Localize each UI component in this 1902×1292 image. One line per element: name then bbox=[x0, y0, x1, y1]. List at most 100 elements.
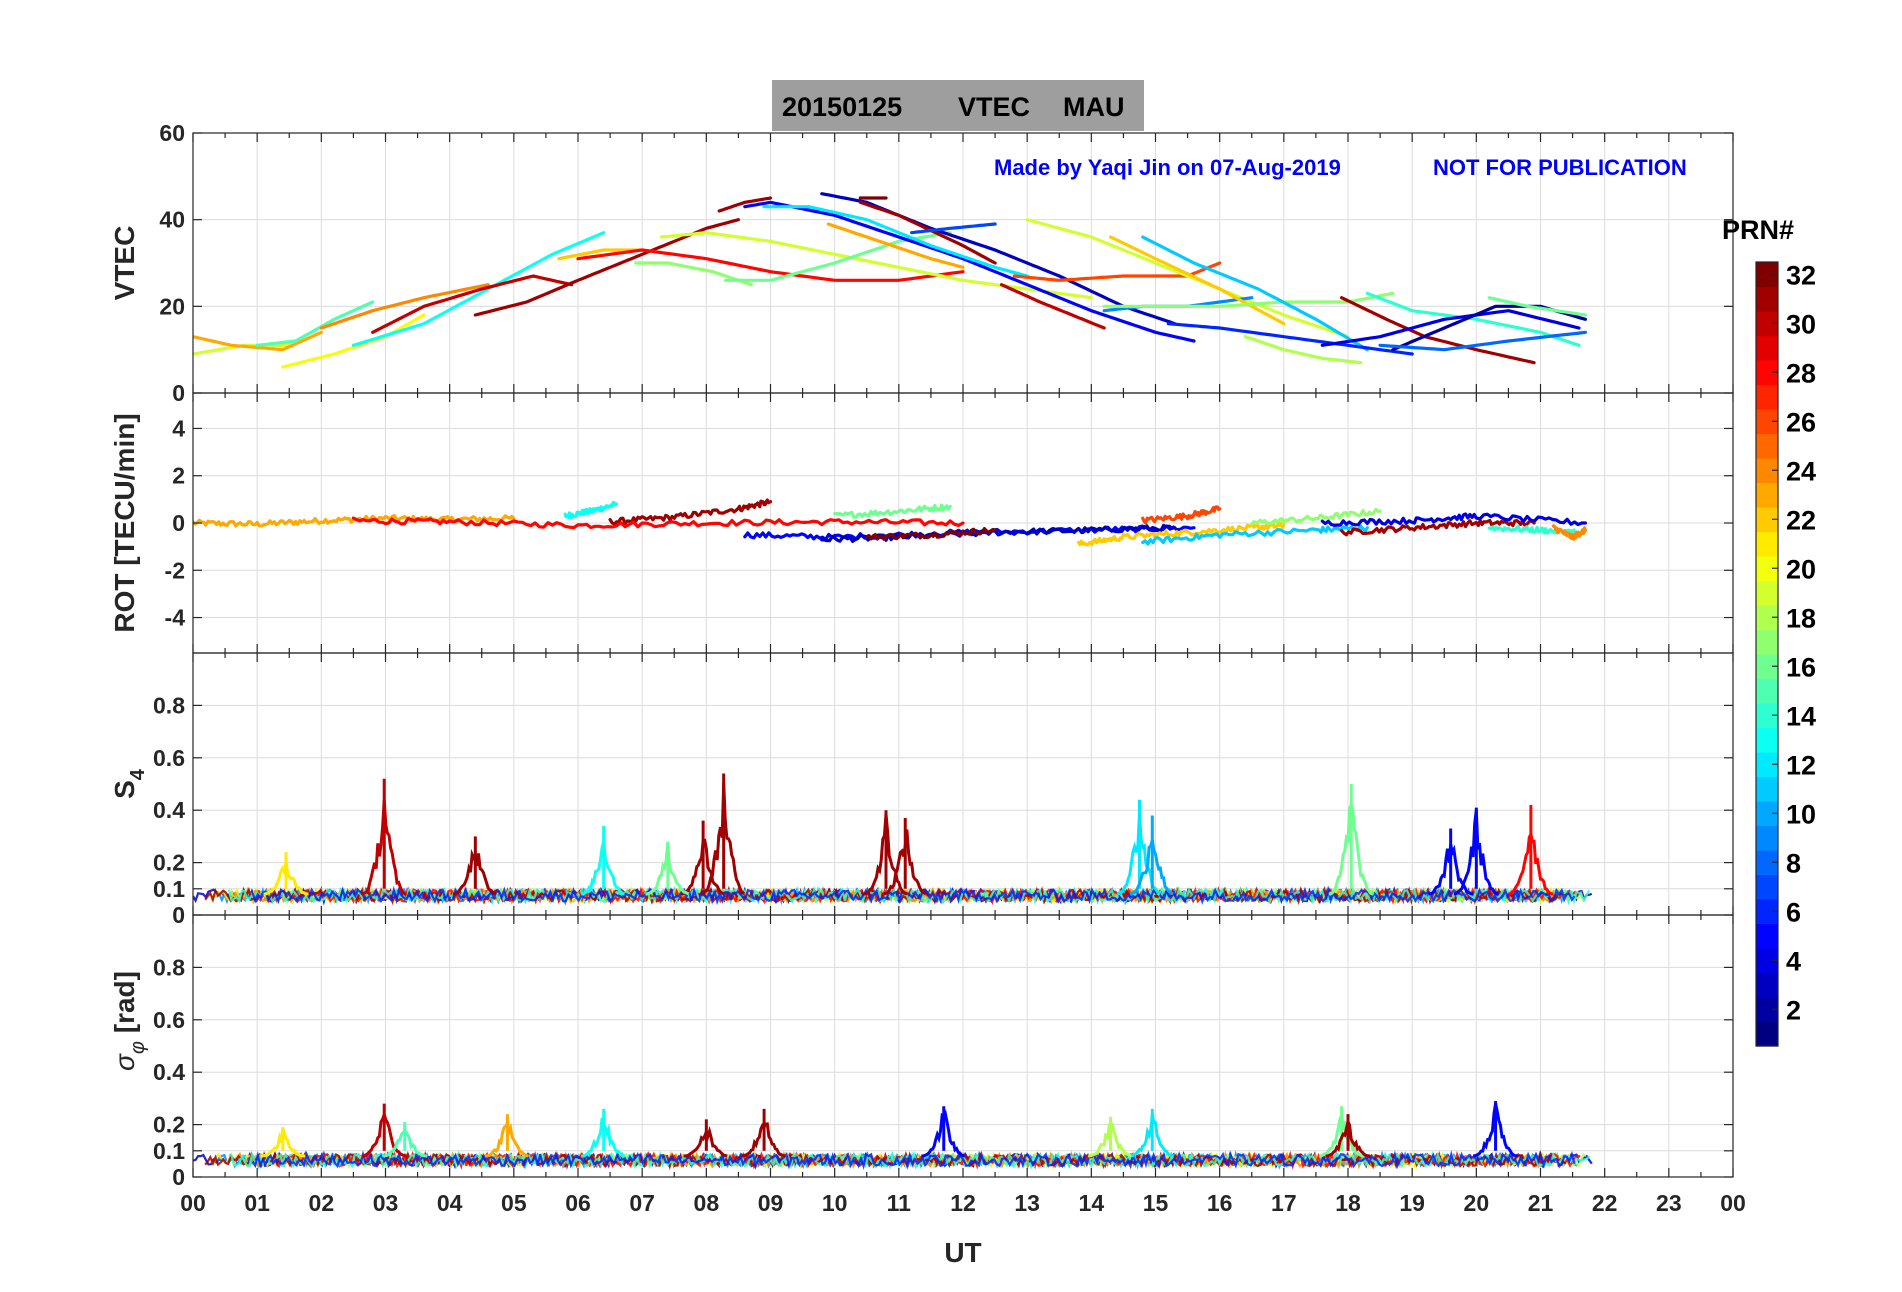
rot-series-prn-32 bbox=[865, 527, 997, 541]
vtec-series-prn-16 bbox=[1487, 296, 1587, 317]
sigma_phi-y-tick-label: 0.1 bbox=[153, 1138, 185, 1164]
x-tick-label: 02 bbox=[309, 1190, 335, 1216]
colorbar-swatch-prn-16 bbox=[1756, 654, 1778, 680]
x-tick-label: 12 bbox=[950, 1190, 976, 1216]
s4-y-tick-label: 0.8 bbox=[153, 692, 185, 718]
vtec-data bbox=[193, 192, 1587, 369]
vtec-series-prn-22 bbox=[1109, 235, 1286, 326]
vtec-series-prn-12 bbox=[762, 205, 1029, 278]
vtec-series-prn-31 bbox=[858, 200, 997, 265]
rot-series-prn-16 bbox=[833, 503, 952, 519]
vtec-series-prn-5 bbox=[743, 200, 1196, 343]
colorbar-swatch-prn-29 bbox=[1756, 335, 1778, 361]
colorbar-tick-label: 20 bbox=[1786, 554, 1816, 584]
colorbar-swatch-prn-7 bbox=[1756, 874, 1778, 900]
sigma_phi-y-tick-label: 0.4 bbox=[153, 1059, 185, 1085]
colorbar-tick-label: 10 bbox=[1786, 799, 1816, 829]
panel-sigma_phi: 00.10.2 0.4 0.6 0.8σφ [rad] bbox=[109, 914, 1734, 1190]
sigma_phi-data bbox=[193, 1101, 1593, 1171]
x-tick-label: 06 bbox=[565, 1190, 591, 1216]
x-tick-label: 21 bbox=[1528, 1190, 1554, 1216]
colorbar-tick-label: 30 bbox=[1786, 309, 1816, 339]
title-station: MAU bbox=[1063, 92, 1125, 122]
vtec-series-prn-31 bbox=[717, 196, 773, 213]
vtec-series-prn-23 bbox=[826, 222, 965, 269]
x-tick-label: 08 bbox=[694, 1190, 720, 1216]
colorbar-swatch-prn-21 bbox=[1756, 531, 1778, 557]
colorbar-swatch-prn-8 bbox=[1756, 850, 1778, 876]
colorbar-tick-label: 12 bbox=[1786, 750, 1816, 780]
vtec-series-prn-15 bbox=[255, 300, 375, 347]
colorbar-swatch-prn-12 bbox=[1756, 752, 1778, 778]
sigma_phi-floor-prn-6 bbox=[251, 1150, 1576, 1170]
vtec-series-prn-24 bbox=[319, 283, 490, 330]
title-date: 20150125 bbox=[782, 92, 902, 122]
x-tick-label: 11 bbox=[887, 1190, 912, 1216]
colorbar-swatch-prn-10 bbox=[1756, 801, 1778, 827]
x-tick-label: 18 bbox=[1335, 1190, 1361, 1216]
colorbar-swatch-prn-23 bbox=[1756, 482, 1778, 508]
x-tick-label: 00 bbox=[180, 1190, 206, 1216]
vtec-series-prn-19 bbox=[1025, 218, 1350, 339]
vtec-series-prn-7 bbox=[910, 222, 997, 235]
panel-s4: 00.10.2 0.4 0.6 0.8 S4 bbox=[109, 652, 1734, 928]
colorbar-tick-label: 22 bbox=[1786, 505, 1816, 535]
rot-y-tick-label: 4 bbox=[172, 415, 185, 441]
colorbar-swatch-prn-32 bbox=[1756, 262, 1778, 288]
sigma_phi-y-tick-label: 0.6 bbox=[153, 1007, 185, 1033]
s4-y-tick-label: 0.4 bbox=[153, 797, 185, 823]
colorbar-swatch-prn-18 bbox=[1756, 605, 1778, 631]
s4-data bbox=[193, 773, 1593, 906]
sigma_phi-y-tick-label: 0 bbox=[172, 1164, 185, 1190]
colorbar-tick-label: 4 bbox=[1786, 946, 1801, 976]
colorbar-tick-label: 2 bbox=[1786, 995, 1801, 1025]
colorbar-tick-label: 32 bbox=[1786, 260, 1816, 290]
s4-y-tick-label: 0 bbox=[172, 902, 185, 928]
colorbar-tick-label: 8 bbox=[1786, 848, 1801, 878]
title-product: VTEC bbox=[958, 92, 1030, 122]
colorbar-swatch-prn-2 bbox=[1756, 997, 1778, 1023]
colorbar-tick-label: 18 bbox=[1786, 603, 1816, 633]
vtec-series-prn-8 bbox=[1378, 330, 1587, 352]
rot-y-tick-label: 0 bbox=[172, 510, 185, 536]
rot-y-tick-label: -2 bbox=[165, 557, 185, 583]
rot-series-prn-26 bbox=[1141, 505, 1222, 525]
x-tick-label: 04 bbox=[437, 1190, 463, 1216]
vtec-series-prn-20 bbox=[281, 313, 426, 369]
rot-series-prn-24 bbox=[1551, 524, 1587, 541]
rot-series-prn-13 bbox=[563, 500, 619, 520]
x-tick-label: 22 bbox=[1592, 1190, 1618, 1216]
vtec-y-tick-label: 20 bbox=[159, 293, 185, 319]
vtec-series-prn-30 bbox=[999, 283, 1106, 330]
credit-notice: NOT FOR PUBLICATION bbox=[1433, 155, 1687, 180]
colorbar-tick-label: 24 bbox=[1786, 456, 1816, 486]
vtec-series-prn-17 bbox=[1102, 291, 1395, 308]
colorbar-frame bbox=[1755, 261, 1779, 1047]
colorbar-tick-label: 16 bbox=[1786, 652, 1816, 682]
vtec-y-axis-label: VTEC bbox=[109, 226, 140, 301]
vtec-series-prn-26 bbox=[1012, 261, 1222, 282]
colorbar-swatch-prn-5 bbox=[1756, 923, 1778, 949]
sigma_phi-y-tick-label: 0.2 bbox=[153, 1112, 185, 1138]
colorbar-swatch-prn-4 bbox=[1756, 948, 1778, 974]
vtec-series-prn-31 bbox=[473, 218, 740, 317]
panel-rot: -4 -2 0 2 4 ROT [TECU/min] bbox=[109, 392, 1734, 654]
s4-floor-prn-6 bbox=[251, 885, 1576, 906]
x-axis-label: UT bbox=[944, 1237, 981, 1268]
vtec-series-prn-30 bbox=[371, 274, 574, 334]
s4-y-tick-label: 0.6 bbox=[153, 745, 185, 771]
rot-series-prn-14 bbox=[1487, 524, 1581, 537]
rot-series-prn-17 bbox=[1250, 507, 1382, 526]
x-tick-label: 19 bbox=[1399, 1190, 1425, 1216]
colorbar-swatch-prn-27 bbox=[1756, 384, 1778, 410]
vtec-series-prn-19 bbox=[659, 231, 1093, 300]
x-tick-label: 20 bbox=[1464, 1190, 1490, 1216]
colorbar-swatch-prn-14 bbox=[1756, 703, 1778, 729]
rot-series-prn-28 bbox=[351, 516, 965, 530]
colorbar-swatch-prn-26 bbox=[1756, 409, 1778, 435]
colorbar-swatch-prn-19 bbox=[1756, 580, 1778, 606]
vtec-y-tick-label: 40 bbox=[159, 207, 185, 233]
x-tick-label: 00 bbox=[1720, 1190, 1746, 1216]
